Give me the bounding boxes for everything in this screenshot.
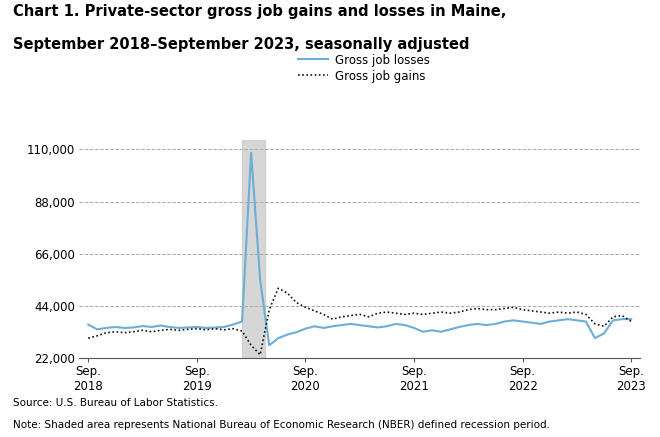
Text: Chart 1. Private-sector gross job gains and losses in Maine,: Chart 1. Private-sector gross job gains …: [13, 4, 507, 19]
Text: September 2018–September 2023, seasonally adjusted: September 2018–September 2023, seasonall…: [13, 37, 470, 52]
Text: Source: U.S. Bureau of Labor Statistics.: Source: U.S. Bureau of Labor Statistics.: [13, 398, 218, 408]
Legend: Gross job losses, Gross job gains: Gross job losses, Gross job gains: [298, 54, 430, 83]
Bar: [242, 140, 265, 358]
Text: Note: Shaded area represents National Bureau of Economic Research (NBER) defined: Note: Shaded area represents National Bu…: [13, 420, 550, 430]
